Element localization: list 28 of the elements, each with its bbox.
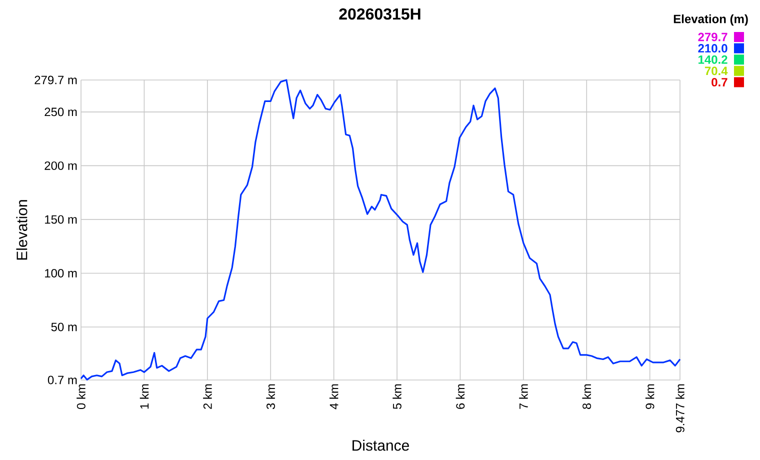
y-tick-label: 150 m: [45, 215, 77, 224]
y-tick-label: 0.7 m: [48, 376, 77, 384]
x-tick-label: 6 km: [456, 384, 465, 409]
color-bar-label: 0.7: [712, 78, 728, 86]
color-bar-label: 210.0: [698, 44, 728, 53]
x-tick-label: 9 km: [645, 384, 654, 409]
y-tick-label: 50 m: [51, 322, 77, 332]
x-axis-title: Distance: [352, 440, 409, 451]
y-axis-title: Elevation: [16, 200, 28, 260]
color-bar-label: 140.2: [698, 55, 728, 64]
line-series: [80, 79, 681, 380]
x-tick-label: 4 km: [329, 384, 338, 410]
x-tick-label: 5 km: [392, 384, 402, 410]
x-tick-label: 0 km: [76, 384, 86, 410]
color-bar-label: 279.7: [698, 32, 728, 42]
x-tick-label: 1 km: [140, 384, 149, 409]
chart-title: 20260315H: [339, 8, 420, 20]
x-tick-label: 9.477 km: [676, 384, 684, 432]
x-tick-label: 8 km: [582, 384, 592, 410]
y-tick-label: 100 m: [45, 268, 77, 278]
y-tick-label: 200 m: [44, 161, 77, 170]
color-bar-label: 70.4: [704, 66, 728, 76]
y-tick-label: 250 m: [44, 108, 77, 116]
x-tick-label: 7 km: [519, 384, 528, 409]
x-tick-label: 2 km: [203, 384, 212, 409]
x-tick-label: 3 km: [266, 384, 276, 410]
color-bar-title: Elevation (m): [674, 14, 748, 26]
y-tick-label: 279.7 m: [34, 76, 77, 84]
